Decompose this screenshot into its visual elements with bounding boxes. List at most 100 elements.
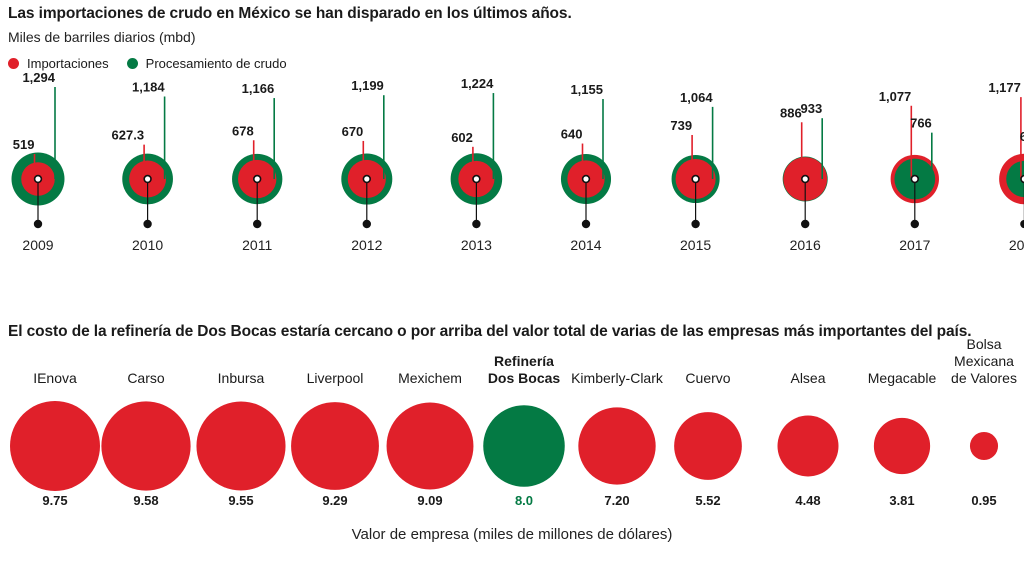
company-name-line: Kimberly-Clark — [571, 370, 664, 386]
company-value-label: 9.29 — [322, 493, 347, 508]
stem-dot — [581, 219, 591, 229]
company-group: IEnova 9.75 — [10, 370, 100, 508]
imports-value-label: 627.3 — [112, 128, 145, 143]
year-label: 2010 — [132, 237, 163, 253]
company-bubble — [578, 407, 656, 485]
company-group: Refinería Dos Bocas 8.0 — [483, 353, 565, 508]
company-name-line: Cuervo — [685, 370, 730, 386]
year-label: 2012 — [351, 237, 382, 253]
year-group-2009: 519 1,294 2009 — [11, 70, 65, 253]
center-marker — [581, 174, 591, 184]
company-name-line: Alsea — [790, 370, 825, 386]
year-label: 2015 — [680, 237, 711, 253]
processing-value-label: 933 — [800, 101, 822, 116]
stem-dot — [910, 219, 919, 229]
company-group: Inbursa 9.55 — [196, 370, 286, 508]
imports-value-label: 739 — [670, 118, 692, 133]
imports-value-label: 678 — [232, 123, 254, 138]
company-name-line: Megacable — [868, 370, 937, 386]
company-group: Kimberly-Clark 7.20 — [571, 370, 664, 508]
year-label: 2018 — [1009, 237, 1024, 253]
year-label: 2014 — [570, 237, 601, 253]
center-marker — [253, 174, 262, 184]
legend-label-imports: Importaciones — [27, 56, 109, 71]
company-name-line: de Valores — [951, 370, 1017, 386]
legend-item-imports: Importaciones — [8, 56, 109, 71]
imports-value-label: 1,077 — [879, 89, 912, 104]
processing-value-label: 1,294 — [22, 70, 55, 85]
company-value-label: 9.58 — [133, 493, 158, 508]
processing-value-label: 1,184 — [132, 80, 165, 95]
stem-dot — [1020, 219, 1024, 229]
processing-value-label: 1,199 — [351, 78, 384, 93]
center-marker — [1020, 174, 1024, 184]
company-name-line: Inbursa — [218, 370, 265, 386]
company-value-label: 3.81 — [889, 493, 914, 508]
company-group: Megacable 3.81 — [868, 370, 937, 508]
legend-label-processing: Procesamiento de crudo — [145, 56, 287, 71]
year-group-2013: 602 1,224 2013 — [450, 76, 503, 253]
company-name-line: Bolsa — [966, 336, 1001, 352]
company-bubble — [777, 415, 839, 477]
company-value-label: 9.75 — [42, 493, 67, 508]
company-name-line: IEnova — [33, 370, 77, 386]
company-bubble — [969, 431, 999, 461]
bottom-axis-label: Valor de empresa (miles de millones de d… — [351, 526, 673, 543]
year-group-2012: 670 1,199 2012 — [341, 78, 393, 253]
center-marker — [33, 174, 43, 184]
company-name-label: IEnova — [33, 370, 77, 386]
imports-value-label: 886 — [780, 105, 802, 120]
company-name-label: Inbursa — [218, 370, 265, 386]
company-name-line: Liverpool — [307, 370, 364, 386]
company-bubble — [101, 401, 191, 491]
stem-dot — [362, 219, 371, 229]
company-name-label: Megacable — [868, 370, 937, 386]
year-group-2017: 1,077 766 2017 — [879, 89, 939, 253]
stem-dot — [472, 219, 481, 229]
company-name-line: Mexicana — [954, 353, 1014, 369]
company-value-label: 5.52 — [695, 493, 720, 508]
stem-dot — [691, 219, 700, 229]
processing-value-label: 1,155 — [570, 82, 603, 97]
year-group-2018: 1,177 609 2018 — [988, 80, 1024, 253]
year-label: 2009 — [22, 237, 53, 253]
bottom-chart-title: El costo de la refinería de Dos Bocas es… — [8, 323, 972, 340]
company-group: Cuervo 5.52 — [674, 370, 742, 508]
company-name-line: Carso — [127, 370, 165, 386]
center-marker — [362, 174, 371, 184]
company-group: Liverpool 9.29 — [291, 370, 379, 508]
company-group: Alsea 4.48 — [777, 370, 839, 508]
company-bubble — [483, 405, 565, 487]
center-marker — [472, 174, 481, 184]
imports-value-label: 1,177 — [988, 80, 1021, 95]
imports-vs-processing-chart: 5191,2942009627.31,18420106781,166201167… — [11, 70, 1024, 253]
year-label: 2016 — [790, 237, 821, 253]
imports-value-label: 602 — [451, 130, 473, 145]
stem-dot — [143, 219, 152, 229]
top-chart-subtitle: Miles de barriles diarios (mbd) — [8, 29, 196, 45]
stem-dot — [253, 219, 262, 229]
company-name-line: Refinería — [494, 353, 554, 369]
stem-dot — [801, 219, 810, 229]
company-bubble — [10, 401, 100, 491]
company-bubble — [196, 401, 286, 491]
top-chart-title: Las importaciones de crudo en México se … — [8, 5, 572, 22]
company-value-label: 4.48 — [795, 493, 820, 508]
company-name-line: Dos Bocas — [488, 370, 561, 386]
company-name-label: Cuervo — [685, 370, 730, 386]
year-label: 2013 — [461, 237, 492, 253]
company-value-label: 9.09 — [417, 493, 442, 508]
company-name-label: Alsea — [790, 370, 825, 386]
year-group-2010: 627.3 1,184 2010 — [112, 80, 173, 253]
company-value-label: 9.55 — [228, 493, 253, 508]
legend-swatch-processing — [126, 58, 138, 69]
legend-swatch-imports — [8, 58, 19, 69]
processing-value-label: 1,224 — [461, 76, 494, 91]
year-label: 2017 — [899, 237, 930, 253]
company-name-label: Kimberly-Clark — [571, 370, 664, 386]
company-name-label: Bolsa Mexicana de Valores — [951, 336, 1017, 386]
stem-dot — [33, 219, 43, 229]
company-group: Bolsa Mexicana de Valores 0.95 — [951, 336, 1017, 508]
company-value-label: 7.20 — [604, 493, 629, 508]
